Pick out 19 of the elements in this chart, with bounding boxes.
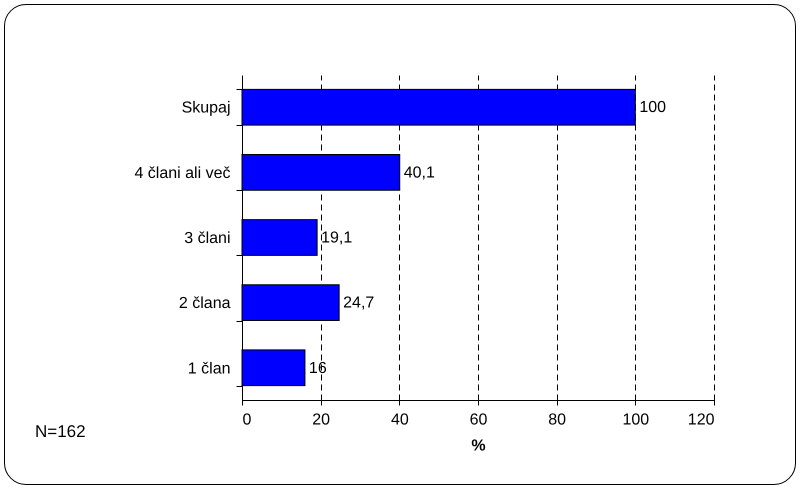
- data-label: 19,1: [321, 230, 352, 246]
- x-tick-label: 120: [688, 412, 715, 428]
- y-tick-label: 3 člani: [184, 230, 230, 247]
- x-tick-label: 80: [548, 412, 566, 428]
- x-tick-label: 0: [242, 412, 252, 428]
- y-tick-label: Skupaj: [182, 100, 230, 117]
- data-label: 100: [639, 99, 666, 116]
- x-tick-label: 60: [470, 412, 488, 428]
- y-tick-label: 4 člani ali več: [134, 164, 230, 182]
- data-label: 24,7: [343, 294, 374, 312]
- data-label: 40,1: [404, 164, 435, 182]
- text: N=162: [35, 422, 86, 442]
- x-axis-title: %: [471, 438, 486, 454]
- x-tick-label: 100: [622, 412, 650, 428]
- y-tick-label: 1 član: [188, 360, 230, 378]
- x-tick-label: 40: [390, 412, 409, 428]
- x-tick-label: 20: [312, 412, 330, 428]
- data-label: 16: [308, 360, 327, 377]
- y-tick-label: 2 člana: [178, 295, 231, 312]
